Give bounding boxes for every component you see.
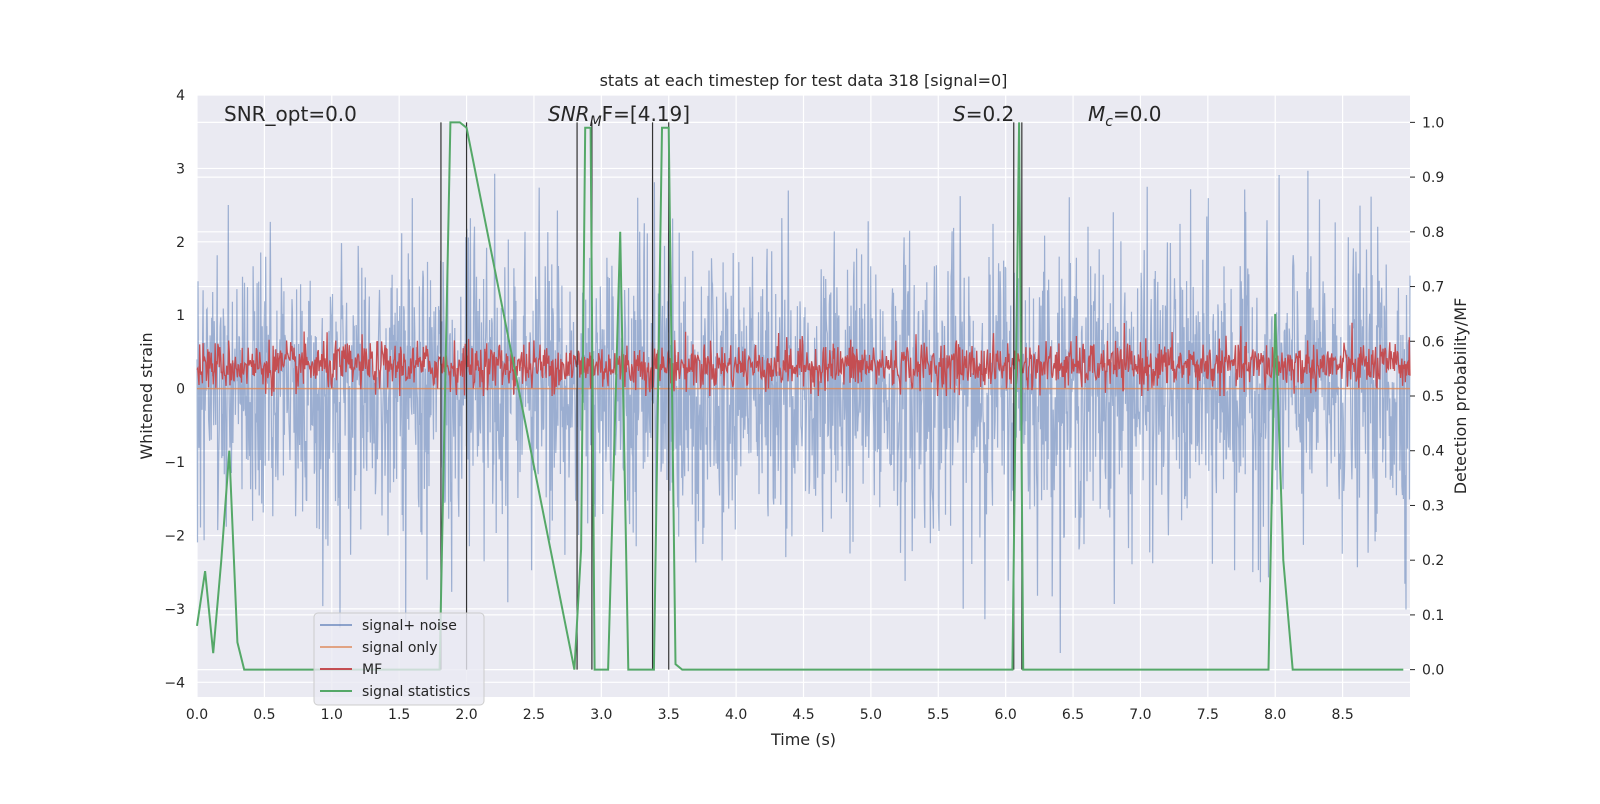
x-tick-label: 4.0 xyxy=(725,707,747,723)
y-left-tick-label: 4 xyxy=(176,88,185,104)
x-tick-label: 7.5 xyxy=(1197,707,1219,723)
legend: signal+ noise signal only MF signal statist… xyxy=(313,612,485,706)
x-tick-label: 5.5 xyxy=(927,707,949,723)
y-right-tick-label: 0.4 xyxy=(1422,444,1444,460)
chart-title: stats at each timestep for test data 318… xyxy=(600,71,1008,90)
series-signal-statistics xyxy=(196,121,1404,671)
y-right-tick-label: 0.8 xyxy=(1422,225,1444,241)
grid xyxy=(196,94,1410,697)
x-tick-label: 6.5 xyxy=(1062,707,1084,723)
y-right-tick-label: 0.6 xyxy=(1422,334,1444,350)
y-left-tick-label: 3 xyxy=(176,161,185,177)
annotation: Mc=0.0 xyxy=(1088,102,1162,130)
tick-labels: 0.0 0.5 1.0 1.5 2.0 2.5 3.0 3.5 4.0 4.5 5.0 5.5 6.0 6… xyxy=(164,88,1444,723)
x-tick-label: 3.5 xyxy=(658,707,680,723)
y-left-tick-label: −3 xyxy=(164,602,185,618)
x-tick-label: 6.0 xyxy=(995,707,1017,723)
x-tick-label: 8.0 xyxy=(1264,707,1286,723)
x-tick-label: 2.0 xyxy=(455,707,477,723)
y-left-tick-label: −1 xyxy=(164,455,185,471)
legend-label: MF xyxy=(362,662,382,678)
mf-line xyxy=(196,322,1411,397)
y-left-tick-label: 1 xyxy=(176,308,185,324)
x-tick-label: 1.5 xyxy=(388,707,410,723)
y-left-tick-label: 0 xyxy=(176,382,185,398)
y-axis-right-label: Detection probability/MF xyxy=(1451,298,1470,495)
legend-label: signal+ noise xyxy=(362,618,457,634)
annotations: SNR_opt=0.0 SNRMF=[4.19] S=0.2 Mc=0.0 xyxy=(224,102,1162,130)
x-tick-label: 1.0 xyxy=(321,707,343,723)
annotation: SNRMF=[4.19] xyxy=(548,102,690,130)
y-right-tick-label: 0.1 xyxy=(1422,608,1444,624)
x-tick-label: 0.0 xyxy=(186,707,208,723)
y-left-tick-label: 2 xyxy=(176,235,185,251)
y-right-tick-label: 0.9 xyxy=(1422,170,1444,186)
legend-label: signal statistics xyxy=(362,684,470,700)
x-axis-label: Time (s) xyxy=(770,730,836,749)
signal-statistics-line xyxy=(196,121,1404,671)
annotation: SNR_opt=0.0 xyxy=(224,102,357,126)
legend-label: signal only xyxy=(362,640,437,656)
x-tick-label: 7.0 xyxy=(1129,707,1151,723)
series-mf xyxy=(196,322,1411,397)
y-right-tick-label: 0.3 xyxy=(1422,498,1444,514)
x-tick-label: 8.5 xyxy=(1331,707,1353,723)
y-right-tick-label: 0.5 xyxy=(1422,389,1444,405)
x-tick-label: 5.0 xyxy=(860,707,882,723)
y-right-tick-label: 0.7 xyxy=(1422,280,1444,296)
y-left-tick-label: −2 xyxy=(164,528,185,544)
y-left-tick-label: −4 xyxy=(164,675,185,691)
x-tick-label: 2.5 xyxy=(523,707,545,723)
y-axis-left-label: Whitened strain xyxy=(137,332,156,459)
x-tick-label: 4.5 xyxy=(792,707,814,723)
legend-box xyxy=(313,612,485,706)
annotation: S=0.2 xyxy=(953,102,1014,126)
y-right-tick-label: 0.0 xyxy=(1422,663,1444,679)
y-right-tick-label: 0.2 xyxy=(1422,553,1444,569)
x-tick-label: 3.0 xyxy=(590,707,612,723)
x-tick-label: 0.5 xyxy=(253,707,275,723)
y-right-tick-label: 1.0 xyxy=(1422,115,1444,131)
